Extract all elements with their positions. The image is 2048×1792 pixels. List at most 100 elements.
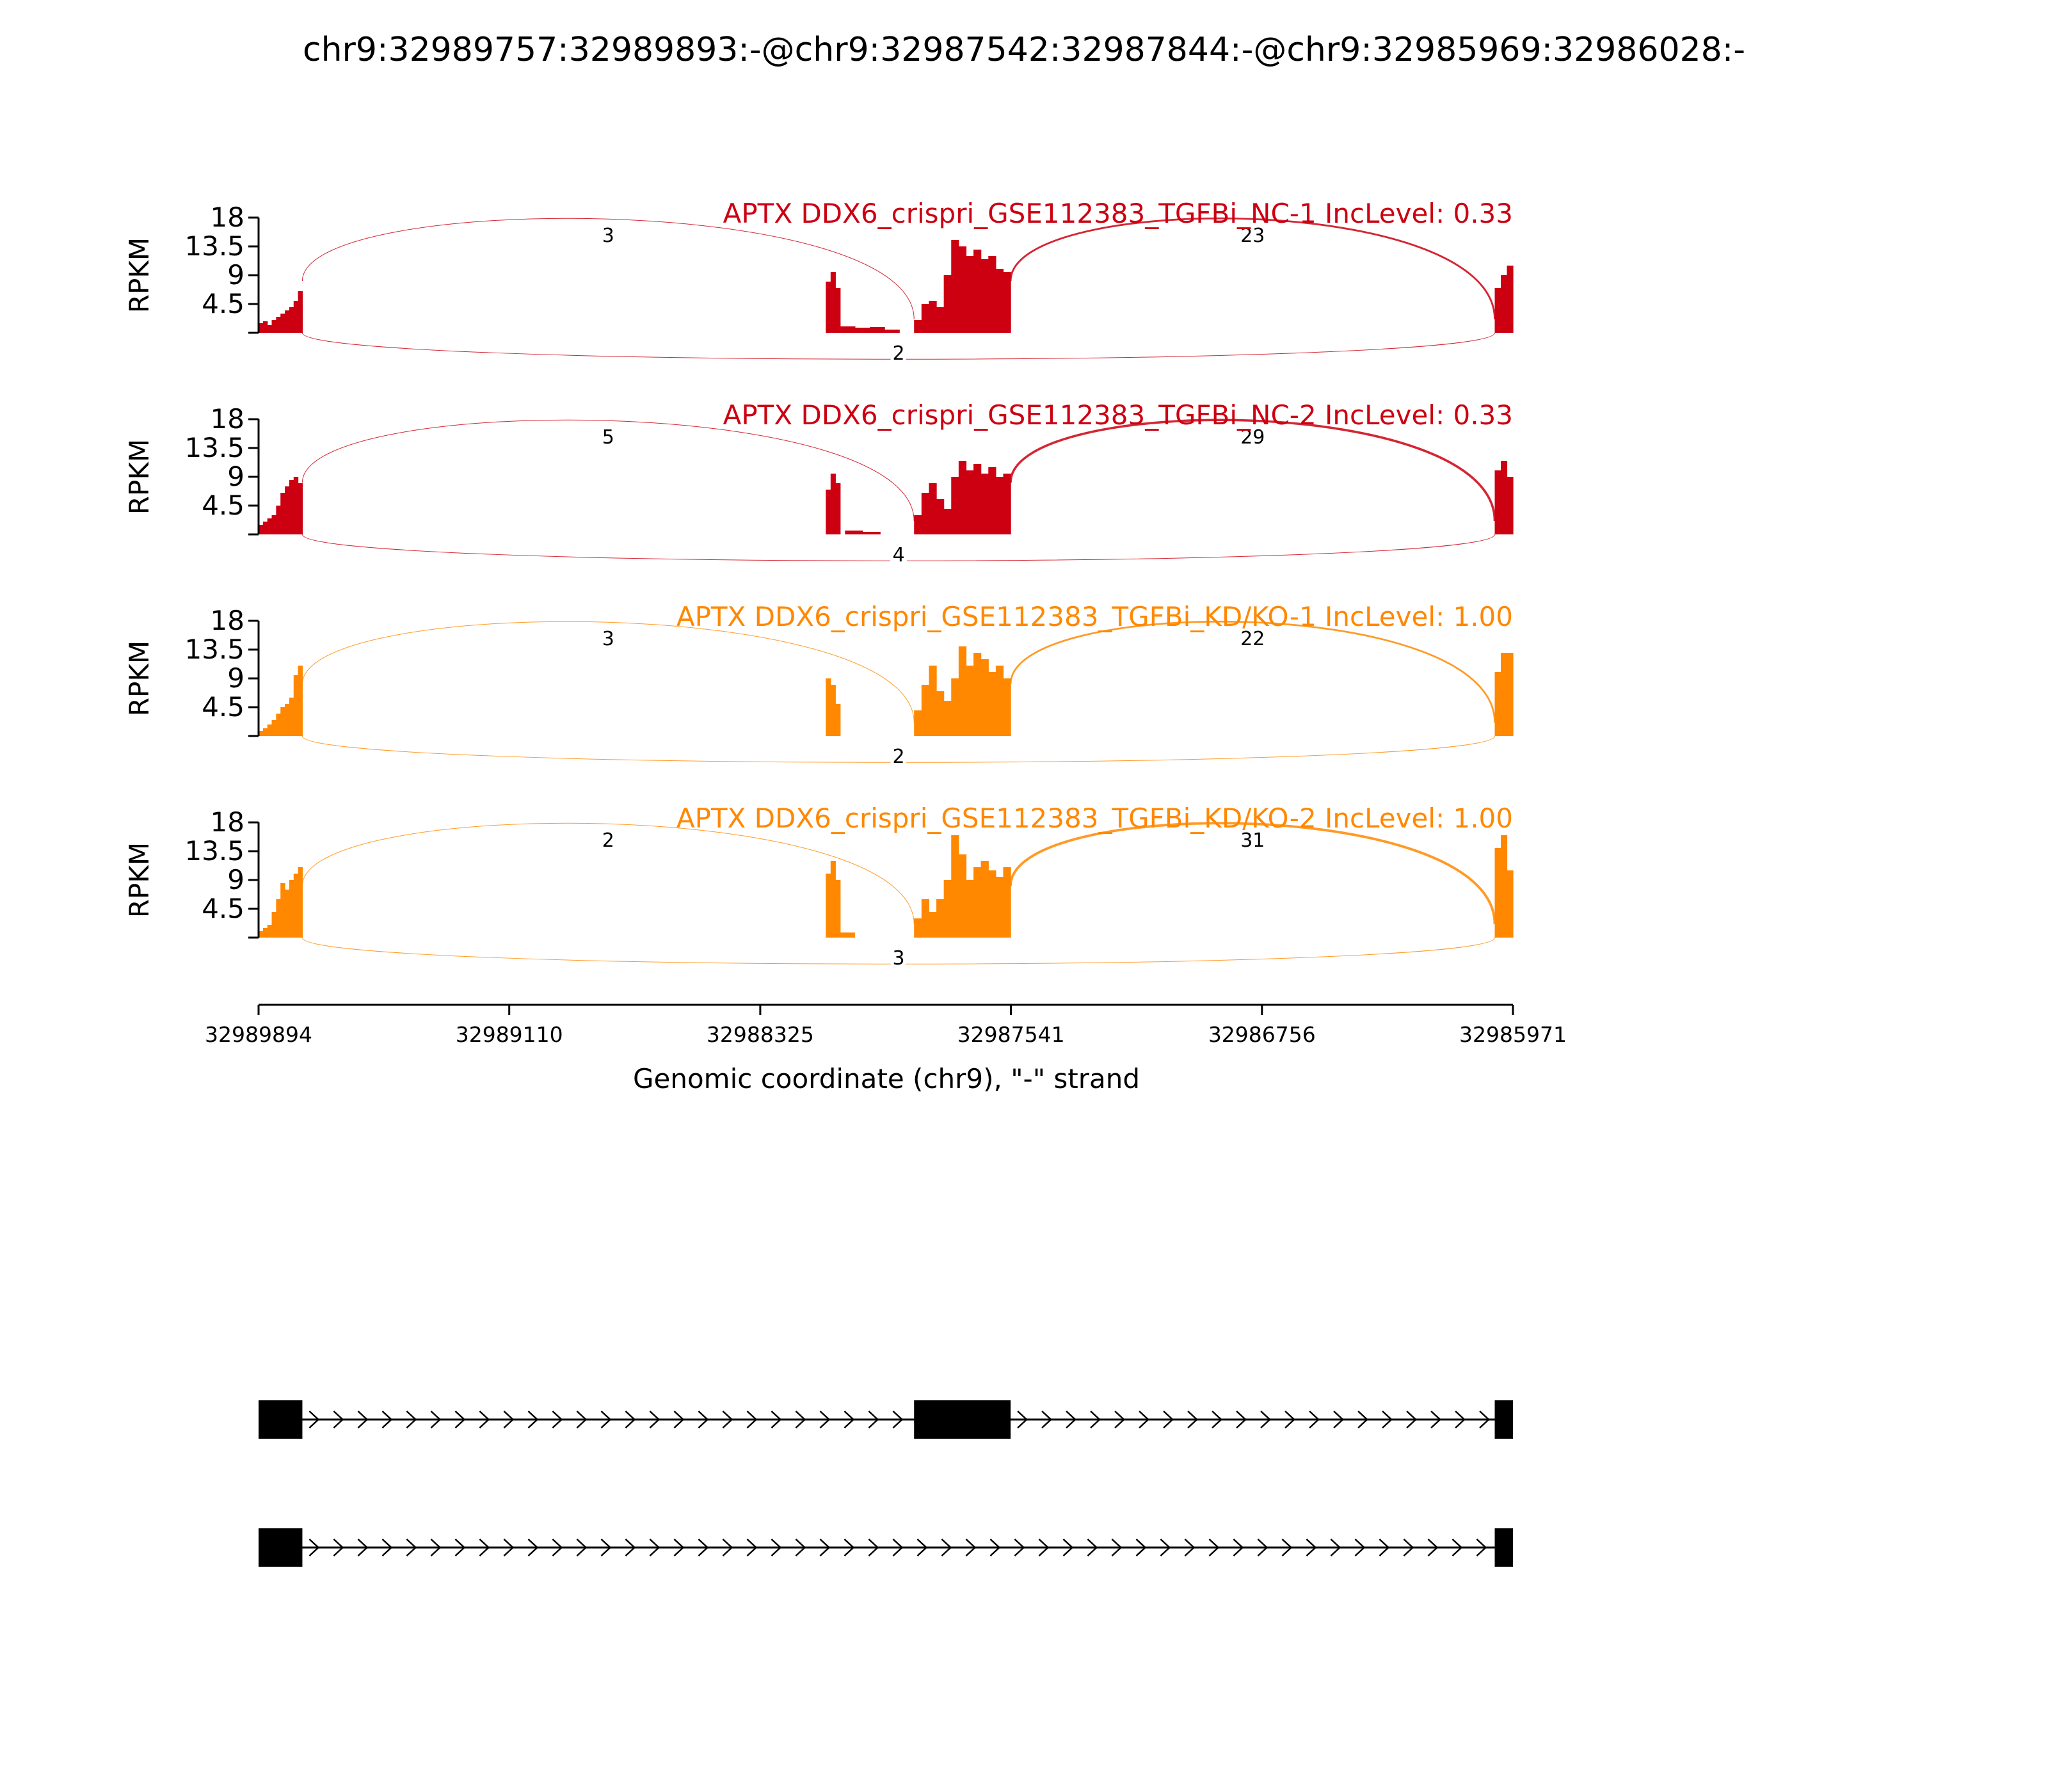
gene-model-exclusion-isoform — [259, 1528, 1513, 1567]
y-axis-label: RPKM — [124, 439, 155, 515]
coverage-bar — [980, 474, 989, 534]
strand-chevron — [819, 1539, 831, 1556]
strand-chevron — [722, 1539, 733, 1556]
strand-chevron — [503, 1539, 515, 1556]
y-tick-label: 18 — [211, 403, 244, 435]
coverage-bar — [995, 877, 1004, 938]
coverage-bar — [862, 532, 881, 534]
coverage-bar — [262, 928, 268, 938]
coverage-bar — [966, 880, 974, 938]
junction-arc — [301, 621, 915, 723]
coverage-bar — [943, 701, 952, 736]
coverage-bar — [826, 282, 831, 333]
coverage-bar — [951, 835, 959, 938]
strand-chevron — [1452, 1539, 1463, 1556]
strand-chevron — [989, 1539, 1001, 1556]
coverage-bar — [958, 646, 967, 736]
strand-chevron — [1382, 1411, 1393, 1428]
strand-chevron — [479, 1539, 490, 1556]
junction-count: 3 — [602, 225, 614, 247]
strand-chevron — [430, 1411, 442, 1428]
junction-arc — [301, 218, 915, 320]
y-tick-label: 13.5 — [184, 835, 244, 867]
coverage-bar — [870, 327, 885, 333]
coverage-bar — [943, 880, 952, 938]
strand-chevron — [1139, 1411, 1149, 1428]
exon-block — [259, 1528, 303, 1567]
coverage-bar — [271, 515, 276, 534]
strand-chevron — [357, 1411, 369, 1428]
junction-count: 2 — [892, 746, 904, 768]
strand-chevron — [552, 1411, 563, 1428]
strand-chevron — [1208, 1539, 1220, 1556]
coverage-bar — [293, 301, 299, 333]
coverage-bar — [1507, 870, 1514, 938]
strand-chevron — [1476, 1539, 1487, 1556]
coverage-bar — [285, 310, 290, 333]
strand-chevron — [1427, 1539, 1439, 1556]
coverage-bar — [280, 493, 285, 534]
coverage-bar — [835, 880, 841, 938]
junction-count: 22 — [1240, 628, 1265, 650]
sample-label: APTX DDX6_crispri_GSE112383_TGFBi_NC-2 I… — [723, 399, 1513, 431]
strand-chevron — [527, 1411, 539, 1428]
y-tick-label: 9 — [227, 864, 244, 895]
strand-chevron — [625, 1411, 636, 1428]
coverage-bar — [980, 861, 989, 938]
strand-chevron — [406, 1411, 417, 1428]
coverage-bar — [267, 925, 273, 938]
y-tick-label: 9 — [227, 259, 244, 291]
coverage-bar — [951, 240, 959, 333]
coverage-bar — [836, 932, 855, 938]
strand-chevron — [600, 1539, 612, 1556]
strand-chevron — [1257, 1539, 1268, 1556]
junction-count: 2 — [602, 829, 614, 852]
strand-chevron — [625, 1539, 636, 1556]
strand-chevron — [941, 1539, 952, 1556]
strand-chevron — [649, 1539, 660, 1556]
coverage-bar — [973, 250, 982, 333]
coverage-bar — [285, 704, 290, 736]
coverage-bar — [826, 678, 831, 736]
coverage-bar — [1494, 848, 1501, 938]
strand-chevron — [1160, 1539, 1171, 1556]
coverage-bar — [293, 477, 299, 534]
coverage-bar — [936, 691, 945, 736]
coverage-bar — [988, 870, 996, 938]
strand-chevron — [844, 1539, 855, 1556]
coverage-bar — [929, 483, 937, 534]
strand-chevron — [600, 1411, 612, 1428]
coverage-bar — [951, 678, 959, 736]
y-tick-label: 9 — [227, 461, 244, 492]
coverage-bar — [835, 483, 841, 534]
strand-chevron — [479, 1411, 490, 1428]
strand-chevron — [1066, 1411, 1076, 1428]
coverage-bar — [973, 464, 982, 534]
strand-chevron — [1184, 1539, 1196, 1556]
coverage-bar — [259, 931, 264, 938]
coverage-bar — [995, 269, 1004, 333]
coverage-bar — [884, 330, 900, 333]
coverage-bar — [271, 912, 276, 938]
strand-chevron — [1330, 1539, 1341, 1556]
strand-chevron — [698, 1539, 709, 1556]
junction-count: 31 — [1240, 829, 1265, 852]
exon-block — [914, 1400, 1011, 1439]
strand-chevron — [357, 1539, 369, 1556]
coverage-bar — [966, 666, 974, 736]
coverage-bar — [921, 493, 930, 534]
coverage-bar — [262, 321, 268, 333]
y-axis-label: RPKM — [124, 641, 155, 716]
strand-chevron — [795, 1539, 806, 1556]
coverage-bar — [943, 275, 952, 333]
coverage-bar — [921, 685, 930, 736]
strand-chevron — [722, 1411, 733, 1428]
coverage-bar — [276, 899, 281, 938]
coverage-bar — [280, 707, 285, 736]
strand-chevron — [868, 1411, 879, 1428]
coverage-bar — [914, 320, 922, 333]
coverage-bar — [293, 874, 299, 938]
strand-chevron — [1379, 1539, 1390, 1556]
junction-arc — [301, 534, 1496, 561]
